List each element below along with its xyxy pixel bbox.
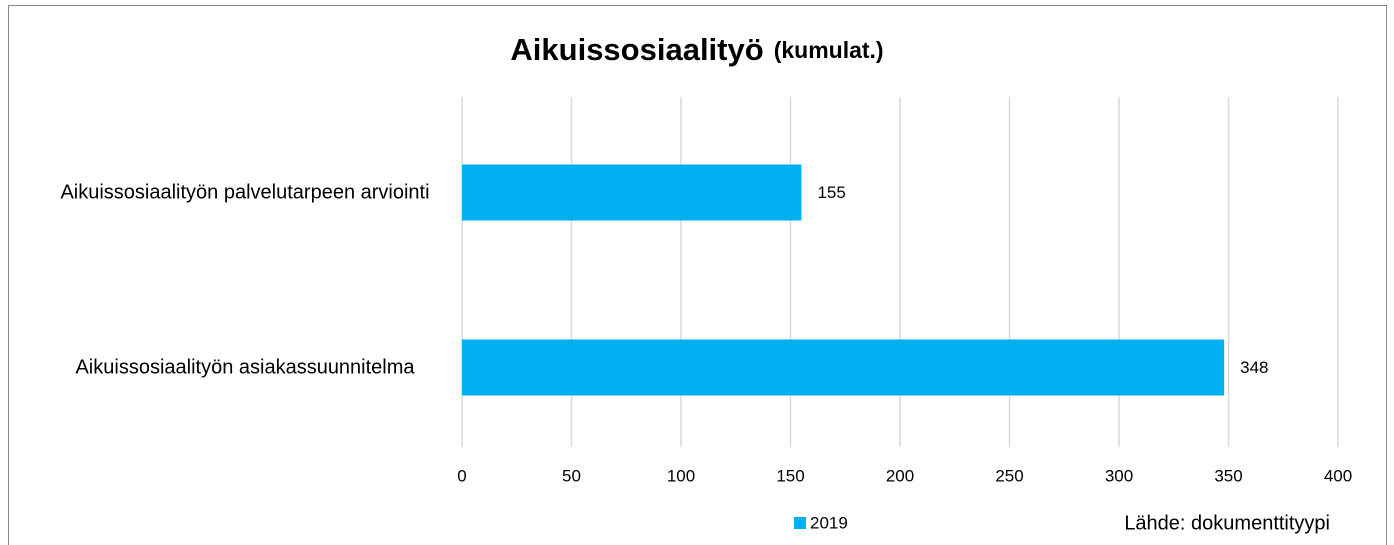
title-main: Aikuissosiaalityö bbox=[510, 32, 763, 67]
x-tick-label: 400 bbox=[1324, 466, 1352, 485]
x-tick-label: 200 bbox=[886, 466, 914, 485]
x-tick-label: 100 bbox=[667, 466, 695, 485]
chart-title: Aikuissosiaalityö (kumulat.) bbox=[510, 32, 883, 67]
title-suffix: (kumulat.) bbox=[774, 37, 884, 63]
y-tick-label: Aikuissosiaalityön asiakassuunnitelma bbox=[75, 356, 415, 378]
data-label: 348 bbox=[1240, 358, 1268, 377]
legend-label: 2019 bbox=[810, 513, 848, 532]
data-label: 155 bbox=[817, 183, 845, 202]
x-tick-label: 50 bbox=[562, 466, 581, 485]
chart-border bbox=[8, 5, 1387, 545]
x-tick-label: 250 bbox=[995, 466, 1023, 485]
x-tick-label: 350 bbox=[1214, 466, 1242, 485]
x-tick-label: 150 bbox=[776, 466, 804, 485]
bar bbox=[462, 339, 1225, 396]
legend-swatch bbox=[794, 517, 806, 529]
y-tick-label: Aikuissosiaalityön palvelutarpeen arvioi… bbox=[60, 181, 430, 203]
bar bbox=[462, 164, 802, 221]
source: Lähde: dokumenttityypi bbox=[1124, 512, 1330, 534]
x-tick-label: 0 bbox=[457, 466, 466, 485]
x-tick-label: 300 bbox=[1105, 466, 1133, 485]
